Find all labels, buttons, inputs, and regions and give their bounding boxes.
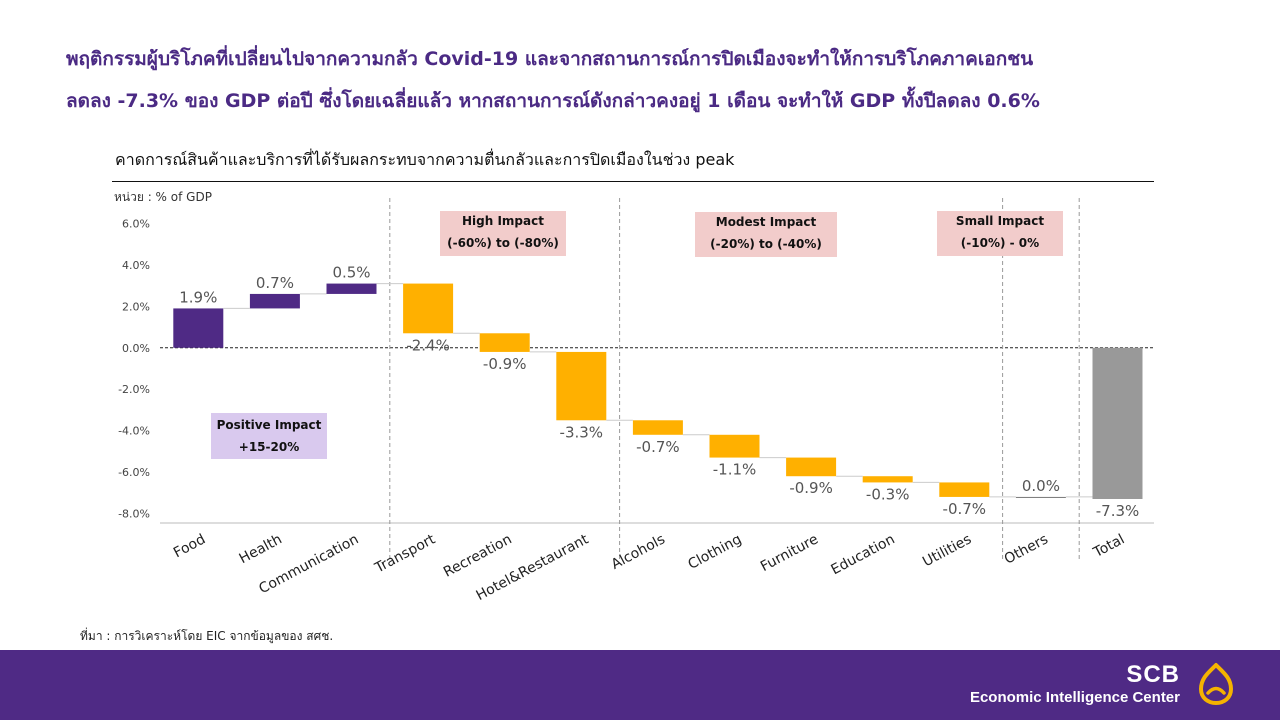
waterfall-chart: 6.0% 4.0% 2.0% 0.0% -2.0% -4.0% -6.0% -8.0% 1.9%… [118, 198, 1154, 604]
data-label: -0.9% [483, 355, 527, 373]
title-divider [112, 181, 1154, 182]
data-label: 1.9% [179, 288, 217, 306]
brand-block: SCB Economic Intelligence Center [970, 662, 1180, 708]
positive-impact-range: +15-20% [238, 440, 300, 454]
positive-impact-label: Positive Impact [216, 418, 322, 432]
x-tick-label: Furniture [758, 531, 821, 575]
x-tick-label: Others [1002, 531, 1051, 567]
y-tick-label: -4.0% [118, 425, 150, 438]
x-tick-label: Food [171, 531, 208, 561]
data-label: -3.3% [560, 423, 604, 441]
data-label: 0.0% [1022, 477, 1060, 495]
small-impact-range: (-10%) - 0% [960, 236, 1040, 250]
x-tick-label: Health [237, 531, 285, 567]
bar-furniture [786, 457, 837, 477]
bar-alcohols [632, 420, 683, 435]
bar-clothing [709, 434, 760, 458]
headline-line-1: พฤติกรรมผู้บริโภคที่เปลี่ยนไปจากความกลัว… [66, 48, 1034, 70]
bar-communication [326, 283, 377, 294]
data-label: -2.4% [406, 336, 450, 354]
modest-impact-label: Modest Impact [715, 215, 817, 229]
headline: พฤติกรรมผู้บริโภคที่เปลี่ยนไปจากความกลัว… [66, 38, 1246, 122]
source-note: ที่มา : การวิเคราะห์โดย EIC จากข้อมูลของ… [80, 629, 334, 643]
bar-recreation [479, 333, 530, 352]
scb-logo-icon [1199, 663, 1233, 705]
bar-total [1092, 347, 1143, 499]
high-impact-range: (-60%) to (-80%) [447, 236, 559, 250]
x-tick-label: Utilities [920, 531, 974, 570]
y-tick-label: 6.0% [122, 218, 150, 231]
high-impact-box: High Impact (-60%) to (-80%) [440, 211, 566, 256]
data-label: -7.3% [1096, 502, 1140, 520]
y-tick-label: -6.0% [118, 466, 150, 479]
y-tick-label: 0.0% [122, 342, 150, 355]
brand-subtitle: Economic Intelligence Center [969, 689, 1180, 706]
data-label: -0.7% [943, 500, 987, 518]
bar-utilities [939, 482, 990, 497]
footer-bar: SCB Economic Intelligence Center [0, 650, 1280, 720]
modest-impact-range: (-20%) to (-40%) [710, 237, 822, 251]
modest-impact-box: Modest Impact (-20%) to (-40%) [695, 212, 837, 257]
bar-health [249, 293, 300, 309]
data-label: 0.5% [332, 264, 370, 282]
small-impact-label: Small Impact [955, 214, 1045, 228]
data-label: -1.1% [713, 461, 757, 479]
bar-others [1015, 496, 1066, 498]
brand-name: SCB [1126, 661, 1180, 688]
x-tick-label: Education [829, 531, 898, 578]
bar-education [862, 476, 913, 483]
x-tick-label: Alcohols [609, 531, 668, 573]
y-tick-label: 4.0% [122, 259, 150, 272]
x-tick-label: Clothing [685, 531, 744, 572]
high-impact-label: High Impact [462, 214, 544, 228]
y-tick-label: -8.0% [118, 508, 150, 521]
data-label: -0.7% [636, 438, 680, 456]
bar-food [173, 308, 224, 348]
y-axis-unit-label: หน่วย : % of GDP [114, 190, 212, 204]
data-label: -0.3% [866, 485, 910, 503]
headline-line-2: ลดลง -7.3% ของ GDP ต่อปี ซึ่งโดยเฉลี่ยแล… [66, 90, 1040, 112]
positive-impact-box: Positive Impact +15-20% [211, 413, 327, 459]
x-tick-label: Total [1090, 531, 1127, 561]
data-label: -0.9% [789, 479, 833, 497]
chart-title: คาดการณ์สินค้าและบริการที่ได้รับผลกระทบจ… [115, 150, 735, 169]
data-label: 0.7% [256, 274, 294, 292]
y-tick-label: 2.0% [122, 300, 150, 313]
bar-transport [403, 283, 454, 334]
bar-hotel-restaurant [556, 351, 607, 421]
x-tick-label: Transport [372, 531, 439, 577]
small-impact-box: Small Impact (-10%) - 0% [937, 211, 1063, 256]
y-tick-label: -2.0% [118, 383, 150, 396]
